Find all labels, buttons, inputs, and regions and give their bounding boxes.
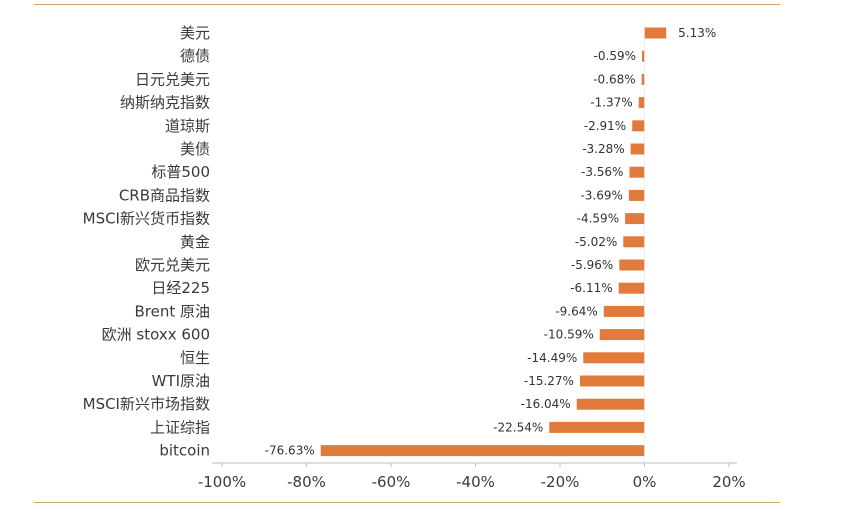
value-label: -2.91% [584, 119, 626, 133]
category-label: 德债 [180, 47, 210, 65]
value-labels-layer: 5.13% -0.59% -0.68% -1.37% -2.91% -3.28% -3.56… [265, 26, 717, 458]
bar [583, 352, 645, 364]
value-label: -10.59% [544, 328, 594, 342]
bar [638, 97, 645, 109]
x-tick-label: -60% [372, 473, 411, 491]
category-label: 纳斯纳克指数 [120, 94, 210, 112]
value-label: -6.11% [570, 281, 612, 295]
value-label: -14.49% [527, 351, 577, 365]
value-label: -76.63% [265, 444, 315, 458]
bars-layer [320, 27, 667, 457]
category-label: 日元兑美元 [135, 70, 210, 88]
x-tick-label: -20% [541, 473, 580, 491]
bar [576, 398, 645, 410]
category-label: 黄金 [180, 233, 210, 251]
category-label: 道琼斯 [165, 117, 210, 135]
category-label: WTI原油 [152, 372, 210, 390]
value-label: -5.96% [571, 258, 613, 272]
bar [628, 189, 645, 201]
bar [549, 421, 645, 433]
value-label: -1.37% [590, 96, 632, 110]
x-tick-label: -80% [287, 473, 326, 491]
x-axis: -100% -80% -60% -40% -20% 0% 20% [198, 22, 746, 491]
category-label: 日经225 [151, 279, 210, 297]
bar [641, 73, 645, 85]
value-label: -3.28% [582, 142, 624, 156]
bar [623, 236, 645, 248]
value-label: -9.64% [555, 304, 597, 318]
bar [625, 213, 645, 225]
value-label: -0.59% [594, 49, 636, 63]
category-label: 欧元兑美元 [135, 256, 210, 274]
x-tick-label: 0% [633, 473, 657, 491]
category-label: 美债 [180, 140, 210, 158]
value-label: -22.54% [493, 420, 543, 434]
category-label: CRB商品指数 [119, 186, 210, 204]
value-label: -5.02% [575, 235, 617, 249]
bar [642, 50, 645, 62]
category-label: bitcoin [159, 442, 210, 460]
category-label: 欧洲 stoxx 600 [102, 326, 210, 344]
bar [644, 27, 667, 39]
x-tick-label: -40% [456, 473, 495, 491]
bar [599, 329, 645, 341]
bar [320, 445, 645, 457]
bar [632, 120, 645, 132]
x-tick-label: -100% [198, 473, 246, 491]
value-label: -4.59% [577, 212, 619, 226]
category-label: 标普500 [151, 163, 210, 181]
value-label: -15.27% [524, 374, 574, 388]
category-label: MSCI新兴市场指数 [83, 395, 210, 413]
value-label: 5.13% [678, 26, 716, 40]
category-label: 美元 [180, 24, 210, 42]
bar [603, 305, 645, 317]
category-label: 恒生 [180, 349, 210, 367]
bar [579, 375, 645, 387]
bar [619, 259, 645, 271]
bar [630, 143, 645, 155]
category-label: MSCI新兴货币指数 [83, 210, 210, 228]
value-label: -3.56% [581, 165, 623, 179]
x-tick-label: 20% [712, 473, 745, 491]
value-label: -3.69% [580, 188, 622, 202]
value-label: -0.68% [593, 72, 635, 86]
bar [618, 282, 645, 294]
category-label: Brent 原油 [134, 302, 210, 320]
category-label: 上证综指 [150, 418, 210, 436]
value-label: -16.04% [521, 397, 571, 411]
bottom-frame-line [34, 502, 780, 503]
top-frame-line [34, 4, 780, 5]
bar [629, 166, 645, 178]
